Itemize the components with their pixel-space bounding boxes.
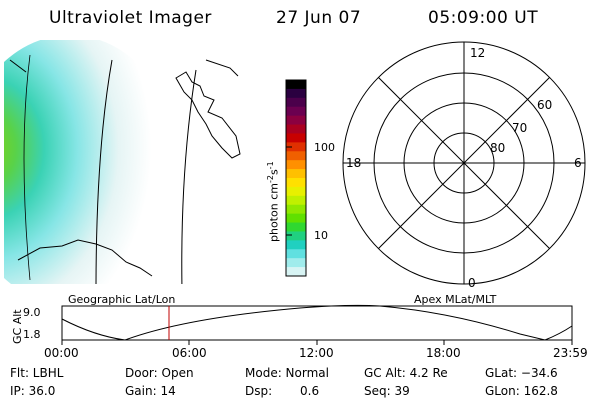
time-label: 05:09:00 UT bbox=[428, 8, 539, 28]
instrument-title: Ultraviolet Imager bbox=[49, 8, 212, 28]
altitude-ymin: 1.8 bbox=[23, 328, 41, 341]
colorbar-segment bbox=[286, 160, 306, 170]
colorbar-segment bbox=[286, 133, 306, 143]
colorbar-segment bbox=[286, 169, 306, 179]
info-ip: IP: 36.0 bbox=[10, 384, 56, 398]
colorbar-segment bbox=[286, 267, 306, 277]
colorbar-segment bbox=[286, 222, 306, 232]
coastline bbox=[17, 239, 153, 277]
info-flt: Flt: LBHL bbox=[10, 366, 64, 380]
geographic-title: Geographic Lat/Lon bbox=[68, 293, 176, 306]
colorbar-tick-100: 100 bbox=[314, 141, 335, 154]
info-glon: GLon: 162.8 bbox=[485, 384, 558, 398]
xtick-0000: 00:00 bbox=[44, 346, 79, 360]
coastline bbox=[9, 59, 27, 73]
lat-label-80: 80 bbox=[490, 141, 506, 155]
colorbar-segment bbox=[286, 106, 306, 117]
xtick-2359: 23:59 bbox=[553, 346, 588, 360]
lat-label-70: 70 bbox=[512, 121, 528, 135]
info-glat: GLat: −34.6 bbox=[485, 366, 558, 380]
colorbar-segment bbox=[286, 240, 306, 250]
colorbar-segment bbox=[286, 124, 306, 134]
lat-label-60: 60 bbox=[537, 98, 553, 112]
colorbar-segment bbox=[286, 186, 306, 197]
colorbar-segment bbox=[286, 178, 306, 188]
mlt-label-0: 0 bbox=[468, 276, 476, 290]
xtick-1800: 18:00 bbox=[426, 346, 461, 360]
xtick-1200: 12:00 bbox=[299, 346, 334, 360]
altitude-curve bbox=[61, 304, 573, 341]
aurora-emission bbox=[4, 40, 180, 284]
info-dsp-value: 0.6 bbox=[300, 384, 320, 398]
colorbar-segment bbox=[286, 80, 306, 90]
meridian-line bbox=[181, 69, 197, 284]
info-seq: Seq: 39 bbox=[364, 384, 410, 398]
polar-diagonal bbox=[378, 77, 550, 249]
colorbar-segment bbox=[286, 88, 306, 99]
info-mode: Mode: Normal bbox=[245, 366, 329, 380]
meridian-line bbox=[23, 54, 31, 281]
colorbar-segment bbox=[286, 204, 306, 215]
info-dsp-label: Dsp: bbox=[245, 384, 273, 398]
colorbar-segment bbox=[286, 142, 306, 152]
info-gain: Gain: 14 bbox=[125, 384, 176, 398]
colorbar-segment bbox=[286, 249, 306, 259]
colorbar-segment bbox=[286, 195, 306, 206]
coastline bbox=[175, 71, 241, 159]
mlt-label-6: 6 bbox=[574, 156, 582, 170]
apex-title: Apex MLat/MLT bbox=[414, 293, 497, 306]
colorbar-segment bbox=[286, 258, 306, 268]
coastline bbox=[205, 59, 239, 77]
altitude-ymax: 9.0 bbox=[23, 306, 41, 319]
date-label: 27 Jun 07 bbox=[276, 8, 362, 28]
mlt-label-12: 12 bbox=[470, 46, 486, 60]
meridian-line bbox=[95, 59, 113, 284]
colorbar-segment bbox=[286, 231, 306, 241]
xtick-0600: 06:00 bbox=[172, 346, 207, 360]
info-gcalt: GC Alt: 4.2 Re bbox=[364, 366, 448, 380]
info-door: Door: Open bbox=[125, 366, 194, 380]
colorbar-tick-10: 10 bbox=[314, 229, 328, 242]
mlt-label-18: 18 bbox=[346, 156, 362, 170]
colorbar-segment bbox=[286, 115, 306, 126]
colorbar-segment bbox=[286, 213, 306, 224]
colorbar-segment bbox=[286, 151, 306, 161]
colorbar-segment bbox=[286, 97, 306, 108]
